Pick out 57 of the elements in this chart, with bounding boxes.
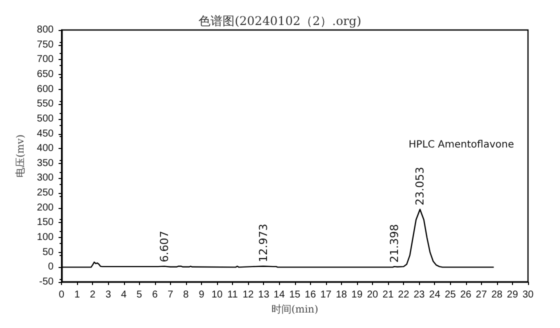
- annotation: HPLC Amentoflavone: [408, 140, 514, 150]
- y-tick-label: 50: [42, 246, 54, 258]
- y-tick-label: 250: [36, 188, 54, 199]
- x-tick-label: 25: [444, 290, 456, 300]
- x-tick-label: 29: [506, 290, 518, 300]
- x-tick-label: 12: [242, 290, 254, 300]
- annotation: 23.053: [413, 166, 426, 206]
- chart-title: 色谱图(20240102（2）.org): [198, 14, 362, 28]
- x-axis-title: 时间(min): [271, 303, 318, 316]
- x-tick-label: 24: [429, 290, 441, 300]
- x-tick-label: 1: [74, 290, 80, 300]
- x-tick-label: 7: [168, 290, 174, 300]
- y-tick-label: 350: [36, 158, 54, 169]
- x-tick-label: 26: [460, 290, 472, 300]
- x-tick-label: 16: [304, 290, 316, 300]
- y-tick-label: 0: [48, 262, 54, 273]
- annotation: 21.398: [388, 224, 401, 263]
- x-tick-label: 4: [120, 290, 127, 300]
- x-tick-label: 6: [152, 290, 158, 300]
- x-tick-label: 18: [336, 290, 348, 300]
- y-tick-label: 750: [36, 39, 54, 50]
- x-tick-label: 21: [382, 290, 394, 300]
- y-tick-label: 650: [36, 68, 54, 80]
- x-tick-label: 2: [90, 290, 96, 300]
- y-tick-label: 700: [36, 54, 54, 66]
- y-tick-label: 100: [36, 232, 54, 244]
- x-tick-label: 22: [398, 290, 410, 300]
- x-tick-label: 11: [227, 290, 238, 300]
- y-tick-label: 800: [36, 24, 54, 36]
- x-tick-label: 0: [58, 290, 65, 300]
- x-tick-label: 8: [183, 290, 190, 300]
- x-tick-label: 30: [522, 290, 534, 300]
- x-tick-label: 20: [366, 290, 379, 300]
- x-tick-label: 3: [105, 290, 112, 300]
- x-tick-label: 19: [351, 290, 363, 300]
- y-tick-label: 450: [36, 128, 54, 140]
- x-tick-label: 23: [414, 290, 426, 300]
- x-tick-label: 5: [136, 290, 143, 300]
- y-tick-label: 150: [36, 217, 54, 228]
- annotation: 12.973: [256, 224, 270, 262]
- y-axis-title: 电压(mv): [14, 134, 26, 178]
- y-tick-label: 600: [36, 84, 54, 95]
- x-tick-label: 15: [289, 290, 301, 300]
- y-tick-label: 400: [36, 143, 54, 154]
- y-tick-label: 500: [36, 113, 54, 124]
- x-tick-label: 17: [320, 290, 332, 300]
- x-tick-label: 9: [198, 290, 205, 300]
- x-tick-label: 14: [274, 290, 286, 300]
- x-tick-label: 28: [491, 290, 503, 300]
- y-tick-label: 300: [36, 172, 54, 184]
- x-tick-label: 27: [476, 290, 488, 300]
- x-tick-label: 10: [211, 290, 224, 300]
- y-tick-label: -50: [39, 276, 54, 288]
- x-tick-label: 13: [258, 290, 270, 300]
- y-tick-label: 200: [36, 202, 54, 214]
- annotation: 6.607: [158, 230, 171, 262]
- y-tick-label: 550: [36, 98, 54, 110]
